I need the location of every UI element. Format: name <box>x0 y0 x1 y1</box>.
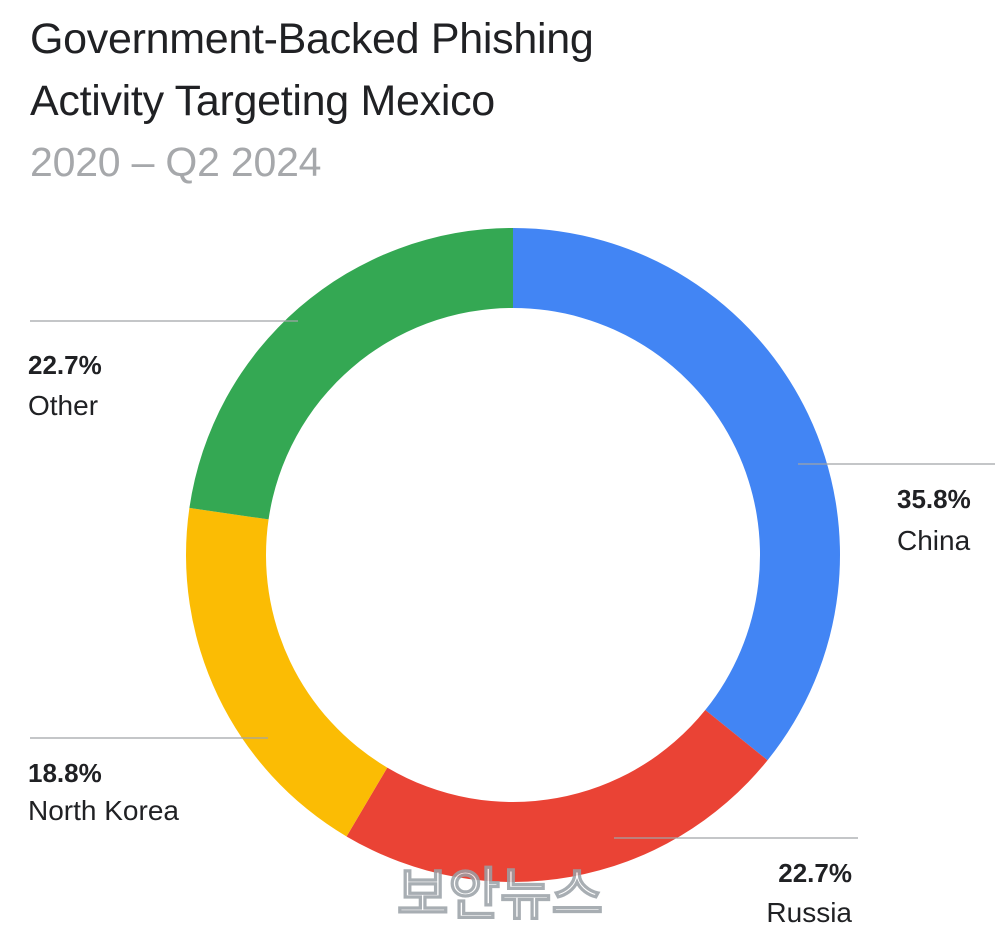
donut-slices <box>185 228 840 882</box>
slice-china <box>513 228 840 761</box>
slice-russia <box>346 710 768 882</box>
chart-subtitle: 2020 – Q2 2024 <box>30 139 322 185</box>
slice-value-other: 22.7% <box>28 350 102 380</box>
slice-value-china: 35.8% <box>897 484 971 514</box>
slice-value-russia: 22.7% <box>778 858 852 888</box>
slice-labels: 35.8% China 22.7% Russia 18.8% North Korea 22.… <box>28 320 995 928</box>
chart-header: Government-Backed Phishing Activity Targ… <box>30 8 594 192</box>
slice-other <box>189 228 513 520</box>
slice-label-china: China <box>897 525 971 556</box>
chart-title-line-2: Activity Targeting Mexico <box>30 77 495 125</box>
slice-label-russia: Russia <box>766 897 852 928</box>
slice-label-other: Other <box>28 390 98 421</box>
slice-value-north-korea: 18.8% <box>28 758 102 788</box>
chart-title-line-1: Government-Backed Phishing <box>30 15 594 63</box>
slice-label-north-korea: North Korea <box>28 795 179 826</box>
watermark-logo: 보안뉴스 <box>397 863 603 928</box>
slice-north-korea <box>185 507 388 837</box>
